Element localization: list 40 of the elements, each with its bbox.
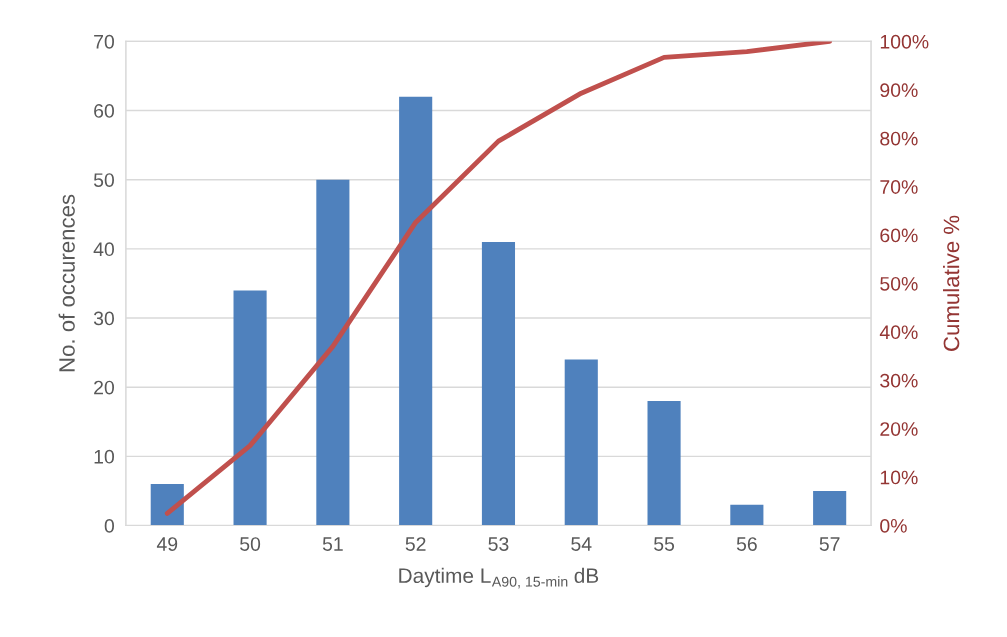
bar xyxy=(481,241,516,526)
y2-tick-label: 30% xyxy=(880,373,918,388)
bar xyxy=(233,290,267,526)
bar xyxy=(564,359,598,526)
y-tick-label: 50 xyxy=(93,173,115,187)
bar xyxy=(399,96,433,526)
x-tick-label: 50 xyxy=(240,537,261,551)
bar xyxy=(150,484,184,526)
y2-tick-label: 20% xyxy=(880,422,918,436)
y2-tick-label: 50% xyxy=(880,276,918,291)
y2-tick-label: 70% xyxy=(880,180,918,194)
y2-tick-label: 80% xyxy=(880,131,918,146)
y-tick-label: 30 xyxy=(93,311,115,326)
y2-tick-label: 40% xyxy=(879,325,918,340)
y2-tick-label: 10% xyxy=(880,470,918,485)
x-tick-label: 49 xyxy=(156,537,178,551)
y-tick-label: 70 xyxy=(94,34,115,49)
y2-tick-label: 100% xyxy=(880,34,929,49)
x-tick-label: 57 xyxy=(819,537,840,551)
y2-tick-label: 90% xyxy=(880,83,918,98)
y-tick-label: 10 xyxy=(94,449,115,464)
x-tick-label: 56 xyxy=(736,537,757,551)
bar xyxy=(730,504,764,526)
y-tick-label: 20 xyxy=(94,380,115,395)
y-tick-label: 40 xyxy=(93,242,115,257)
y-tick-label: 60 xyxy=(94,104,115,118)
x-tick-label: 52 xyxy=(405,537,426,551)
bar xyxy=(647,401,681,526)
x-tick-label: 54 xyxy=(571,537,592,551)
y-tick-label: 0 xyxy=(104,518,114,533)
y-axis-title: No. of occurences xyxy=(58,194,75,372)
bar xyxy=(813,490,847,526)
bar xyxy=(316,179,350,526)
line-series xyxy=(164,41,833,516)
x-tick-label: 55 xyxy=(654,537,675,551)
y2-tick-label: 60% xyxy=(880,228,918,243)
y2-axis-title: Cumulative % xyxy=(943,215,960,351)
x-tick-label: 53 xyxy=(488,537,509,551)
x-tick-label: 51 xyxy=(322,537,343,551)
y2-tick-label: 0% xyxy=(880,518,907,533)
